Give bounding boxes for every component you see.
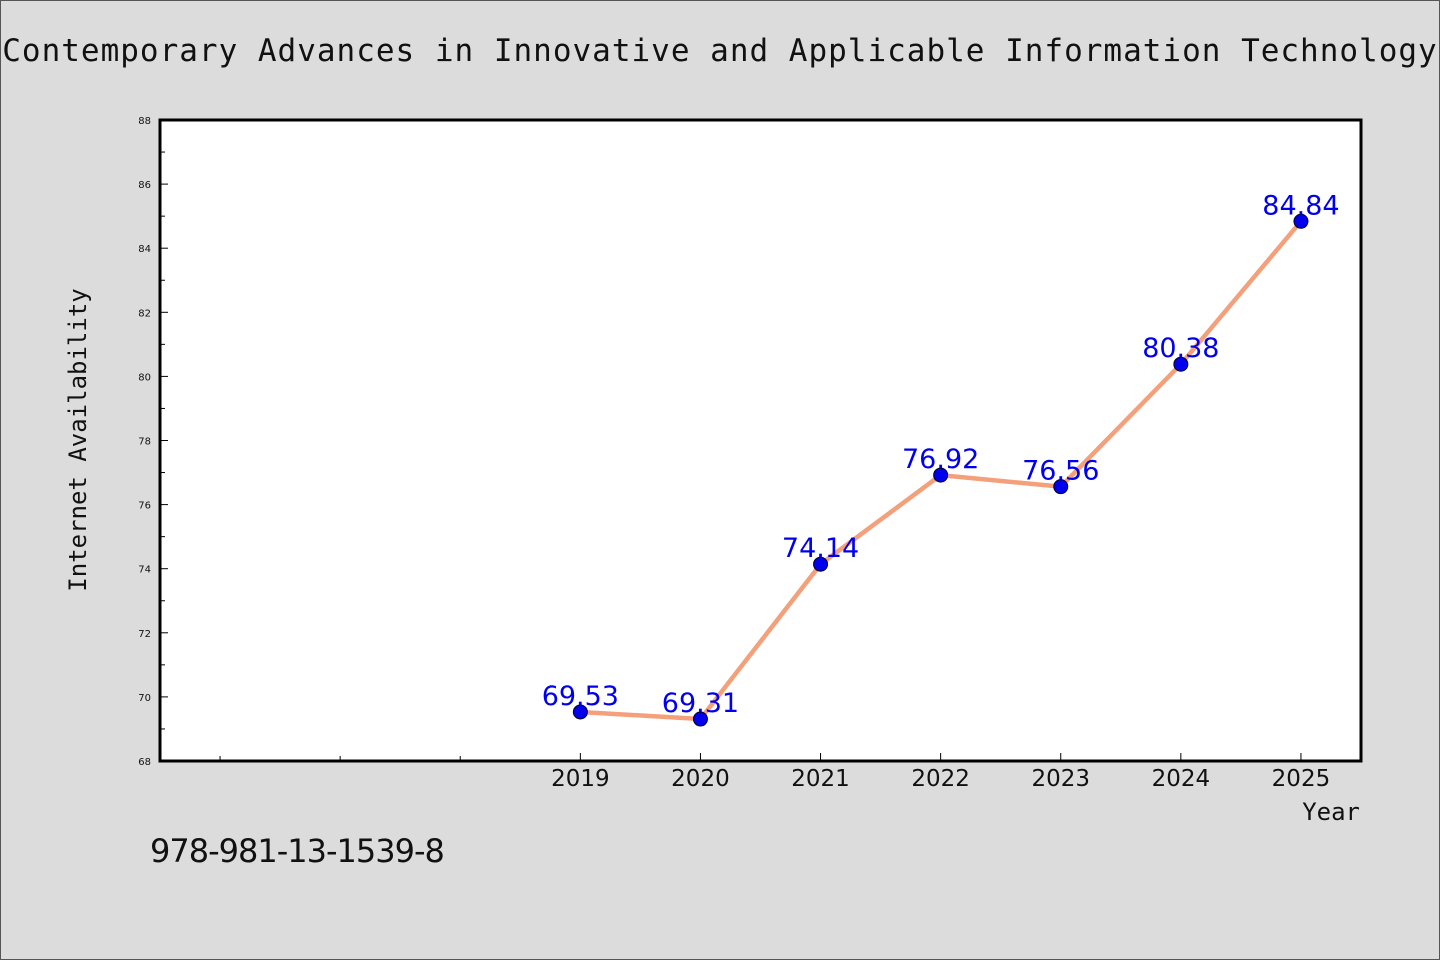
data-label: 69.31 (662, 688, 739, 719)
data-point (1053, 479, 1069, 495)
x-axis-label: Year (1302, 798, 1360, 826)
y-tick-label: 72 (138, 629, 151, 640)
y-tick-label: 76 (138, 501, 151, 512)
y-tick-label: 84 (138, 244, 151, 255)
x-tick-label: 2023 (1031, 766, 1090, 792)
isbn-text: 978-981-13-1539-8 (150, 832, 445, 870)
y-axis-label-group: Internet Availability (64, 288, 92, 591)
data-point (933, 467, 949, 483)
data-label: 80.38 (1142, 333, 1219, 364)
y-tick-label: 80 (138, 372, 151, 383)
y-tick-label: 82 (138, 308, 151, 319)
y-tick-label: 74 (138, 565, 151, 576)
data-label: 76.56 (1022, 456, 1099, 487)
y-axis-label: Internet Availability (64, 288, 92, 591)
plot-area (158, 118, 1363, 763)
x-tick-label: 2019 (551, 766, 610, 792)
data-point (692, 711, 708, 727)
data-point (1173, 356, 1189, 372)
y-tick-label: 68 (138, 757, 151, 768)
x-tick-label: 2021 (791, 766, 850, 792)
x-tick-label: 2025 (1272, 766, 1331, 792)
x-tick-label: 2022 (911, 766, 970, 792)
data-point (1293, 213, 1309, 229)
y-tick-label: 86 (138, 180, 151, 191)
x-axis-ticks: 2019 2020 2021 2022 2023 2024 2025 (219, 753, 1331, 792)
data-point (813, 556, 829, 572)
data-point (572, 704, 588, 720)
chart-title: Contemporary Advances in Innovative and … (2, 33, 1438, 69)
y-tick-label: 78 (138, 437, 151, 448)
x-tick-label: 2020 (671, 766, 730, 792)
y-tick-label: 70 (138, 693, 151, 704)
y-axis-ticks: 68 70 72 74 76 78 80 82 84 86 88 (138, 116, 168, 768)
y-tick-label: 88 (138, 116, 151, 127)
x-tick-label: 2024 (1152, 766, 1211, 792)
data-label: 74.14 (782, 533, 859, 564)
data-labels: 69.53 69.31 74.14 76.92 76.56 80.38 84.84 (542, 190, 1340, 719)
series-internet-availability (572, 213, 1309, 727)
data-label: 76.92 (902, 444, 979, 475)
data-label: 69.53 (542, 681, 619, 712)
data-label: 84.84 (1262, 190, 1339, 221)
